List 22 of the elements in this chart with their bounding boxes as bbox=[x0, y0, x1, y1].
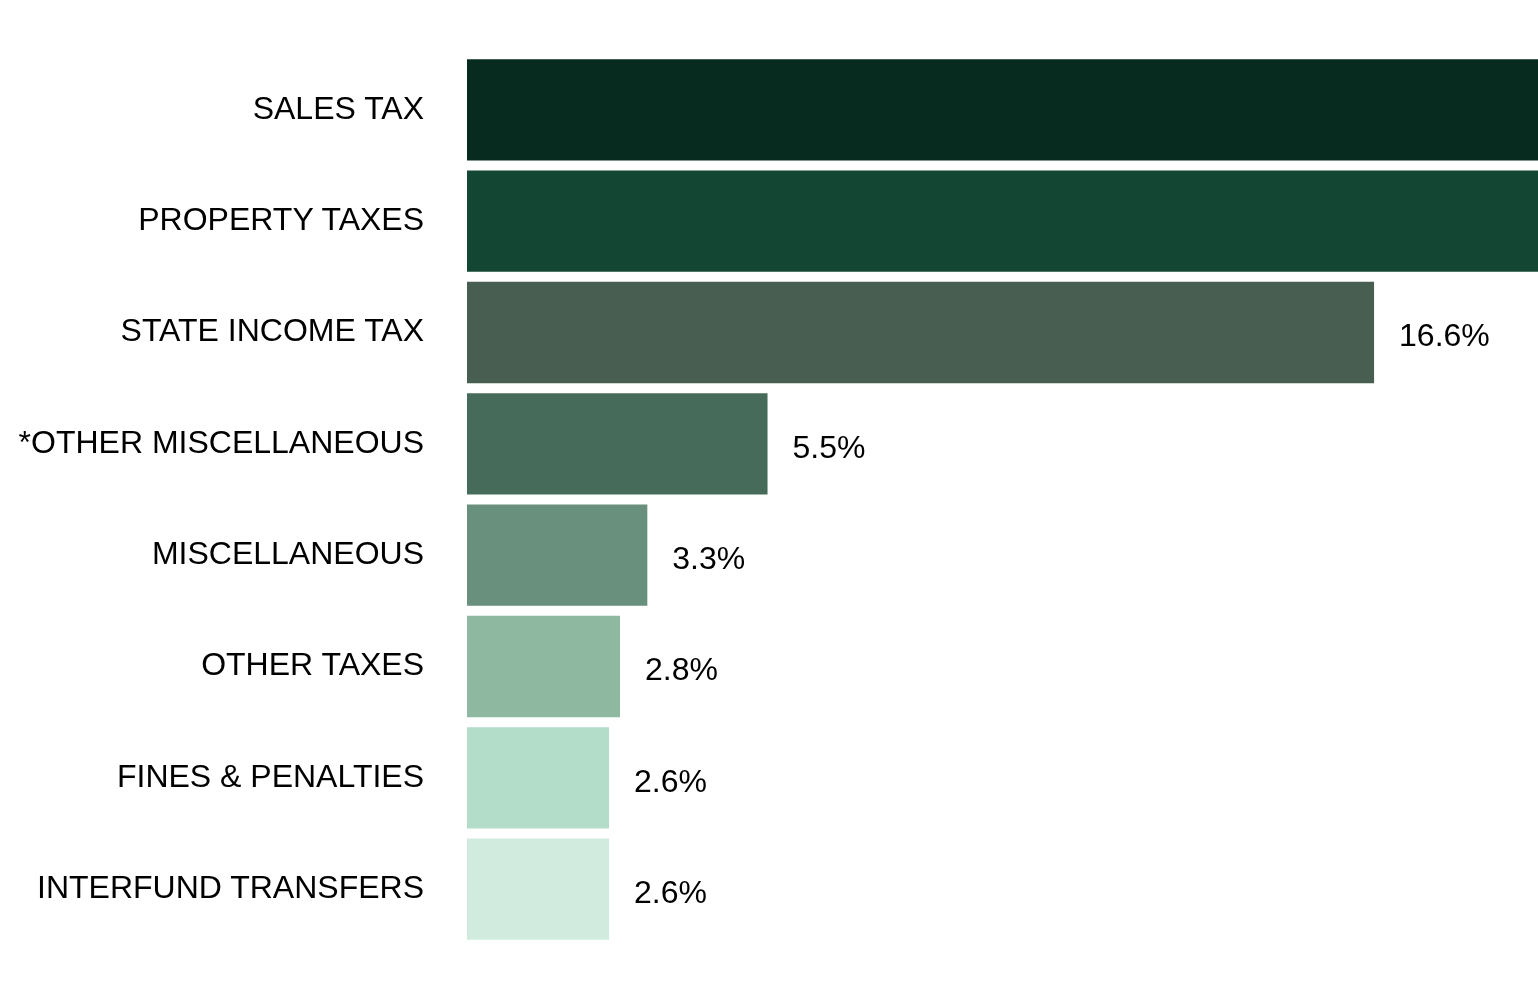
y-tick-label: PROPERTY TAXES bbox=[138, 201, 424, 238]
data-label: 3.3% bbox=[672, 539, 746, 576]
y-tick-label: FINES & PENALTIES bbox=[116, 757, 424, 794]
bar bbox=[467, 59, 1538, 161]
y-tick-label: MISCELLANEOUS bbox=[151, 534, 424, 571]
data-label: 2.8% bbox=[645, 651, 718, 688]
y-tick-label: STATE INCOME TAX bbox=[120, 312, 424, 349]
bar bbox=[467, 281, 1375, 384]
y-tick-label: INTERFUND TRANSFERS bbox=[37, 868, 424, 905]
data-label: 5.5% bbox=[792, 428, 866, 465]
y-tick-label: OTHER TAXES bbox=[201, 646, 424, 683]
data-label: 16.6% bbox=[1399, 317, 1490, 354]
bar bbox=[467, 727, 610, 829]
bar bbox=[467, 393, 768, 495]
bar bbox=[467, 170, 1538, 272]
y-tick-label: *OTHER MISCELLANEOUS bbox=[18, 423, 424, 460]
data-label: 2.6% bbox=[634, 873, 708, 910]
data-label: 2.6% bbox=[634, 762, 708, 799]
y-tick-label: SALES TAX bbox=[252, 89, 424, 126]
bar bbox=[467, 504, 648, 606]
bar bbox=[467, 838, 610, 940]
bar bbox=[467, 615, 620, 718]
